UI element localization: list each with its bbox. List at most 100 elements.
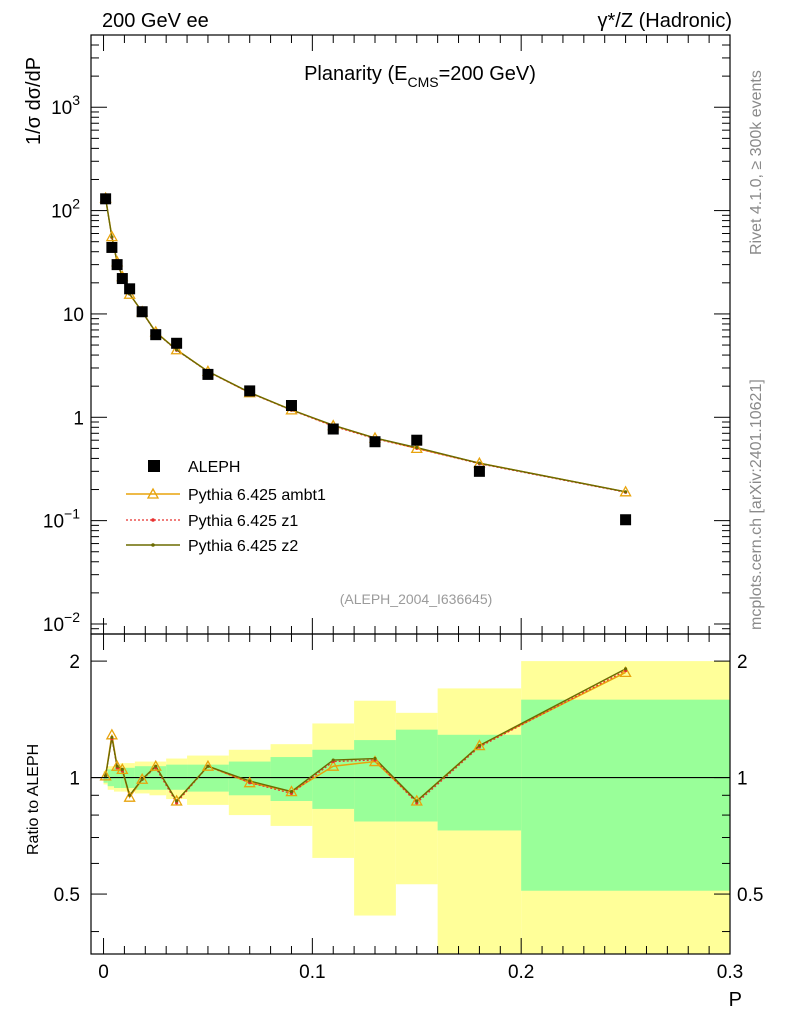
ratio-ambt1-point [170, 794, 183, 806]
aleph-data-point [473, 465, 485, 477]
aleph-data-point [171, 337, 183, 349]
aleph-data-point [620, 514, 632, 526]
ratio-z2-point [120, 767, 124, 771]
aleph-data-point [116, 273, 128, 285]
main-y-tick-label: 102 [51, 196, 80, 223]
ambt1-point [105, 230, 118, 242]
ambt1-point [410, 442, 423, 454]
main-y-tick-label: 1 [73, 408, 84, 429]
ambt1-point [619, 485, 632, 497]
ratio-ambt1-point [473, 739, 486, 751]
main-plot-frame [90, 34, 731, 635]
ratio-green-band [521, 699, 730, 891]
ratio-green-band [354, 740, 396, 822]
legend-z1-label: Pythia 6.425 z1 [188, 513, 298, 530]
ratio-z2-point [110, 735, 114, 740]
ratio-z2-point [415, 799, 419, 803]
ratio-ambt1-point [110, 759, 124, 771]
ratio-ambt1-point [136, 772, 149, 784]
aleph-data-point [285, 400, 297, 412]
legend-aleph-marker [148, 460, 160, 472]
main-y-tick-label: 10−2 [43, 609, 80, 636]
ratio-y-tick-label: 2 [69, 652, 80, 673]
x-axis-label: P [729, 989, 742, 1011]
x-tick-label: 0.1 [299, 962, 325, 983]
ratio-z2-point [115, 764, 119, 768]
z2-point [175, 348, 179, 352]
legend-z2-label: Pythia 6.425 z2 [188, 538, 298, 555]
ratio-y-tick-label-right: 2 [737, 652, 748, 673]
ratio-z2-point [175, 799, 179, 803]
ratio-ambt1-point [201, 759, 215, 771]
ratio-ambt1-point [116, 763, 129, 775]
ratio-z2-point [206, 764, 210, 768]
aleph-data-point [411, 434, 423, 446]
main-plot-title: Planarity (ECMS=200 GeV) [304, 63, 536, 90]
z1-curve [105, 198, 626, 493]
title-subscript: CMS [407, 74, 438, 90]
z2-point [477, 461, 482, 465]
ratio-ambt1-point [410, 794, 423, 806]
aleph-data-point [124, 283, 136, 295]
rivet-version-label: Rivet 4.1.0, ≥ 300k events [748, 70, 765, 255]
main-y-tick-label: 10 [63, 305, 84, 326]
main-panel: Planarity (ECMS=200 GeV) 1/σ dσ/dP (ALEP… [23, 34, 731, 636]
aleph-data-point [369, 436, 381, 448]
ratio-ambt1-point [123, 790, 136, 802]
ratio-y-tick-label: 0.5 [54, 885, 80, 906]
x-tick-label: 0.2 [508, 962, 534, 983]
ratio-y-axis-label: Ratio to ALEPH [25, 744, 42, 855]
z2-curve [104, 198, 626, 493]
legend-z2-marker [151, 543, 155, 547]
aleph-data-point [150, 329, 162, 341]
aleph-data-point [202, 368, 214, 380]
legend-z1-marker [151, 518, 155, 522]
main-y-tick-label: 103 [51, 92, 80, 119]
ratio-z2-point [477, 743, 482, 748]
ratio-y-tick-label: 1 [69, 769, 80, 790]
ratio-z2-point [104, 774, 108, 778]
ratio-z2-point [248, 779, 252, 783]
ratio-ambt1-point [285, 785, 298, 797]
ratio-z2-point [373, 756, 377, 761]
aleph-data-point [106, 241, 118, 253]
ratio-ambt1-point [99, 769, 112, 781]
header-right-label: γ*/Z (Hadronic) [598, 10, 732, 32]
ratio-panel: 0.5 0.5 1 1 2 2 0 0.1 0.2 0.3 Ratio to ALEPH P [25, 633, 763, 1011]
ratio-green-band [437, 734, 522, 831]
ratio-green-band [395, 729, 438, 822]
aleph-data-point [244, 385, 256, 397]
ratio-z2-point [154, 764, 158, 768]
ambt1-point [170, 343, 183, 355]
header-left-label: 200 GeV ee [102, 10, 209, 32]
ambt1-curve [104, 198, 626, 493]
ratio-ambt1-point [619, 666, 632, 678]
ratio-z2-point [331, 758, 335, 762]
z2-point [110, 235, 114, 239]
ratio-ambt1-point [243, 776, 256, 788]
z2-point [623, 490, 628, 494]
ratio-z2-point [140, 777, 144, 781]
aleph-data-point [100, 193, 112, 205]
legend-ambt1-label: Pythia 6.425 ambt1 [188, 487, 326, 504]
legend-ambt1-marker [146, 487, 160, 499]
analysis-tag: (ALEPH_2004_I636645) [340, 591, 493, 607]
main-y-tick-label: 10−1 [43, 506, 80, 533]
legend-aleph-label: ALEPH [188, 459, 240, 476]
ratio-ambt1-point [327, 759, 340, 771]
x-tick-label: 0.3 [717, 962, 743, 983]
ratio-y-tick-label-right: 1 [737, 769, 748, 790]
ratio-ambt1-point [368, 755, 382, 767]
legend: ALEPH Pythia 6.425 ambt1 Pythia 6.425 z1… [126, 459, 326, 555]
z2-point [415, 445, 419, 450]
aleph-data-point [111, 259, 123, 271]
aleph-data-point [327, 423, 339, 435]
ratio-z2-point [289, 789, 294, 794]
x-tick-label: 0 [98, 962, 109, 983]
aleph-data-point [136, 306, 148, 318]
ratio-z2-point [128, 793, 132, 797]
ratio-z2-point [623, 667, 628, 671]
ratio-y-tick-label-right: 0.5 [737, 885, 763, 906]
mcplots-label: mcplots.cern.ch [arXiv:2401.10621] [748, 379, 765, 630]
